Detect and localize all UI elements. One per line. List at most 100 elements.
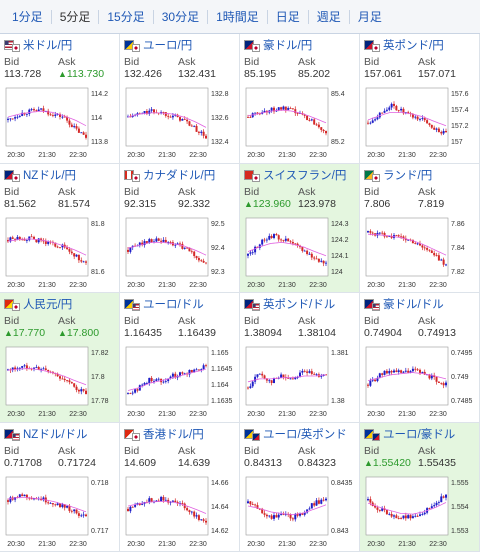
x-tick-label: 21:30 [158, 411, 176, 418]
candle-body [385, 235, 388, 237]
gb-flag-icon [252, 432, 260, 441]
candle-body [383, 232, 386, 236]
currency-pair-link[interactable]: NZドル/円 [23, 169, 77, 182]
candle-body [404, 515, 407, 518]
x-tick-label: 20:30 [247, 541, 265, 548]
tab-1hour[interactable]: 1時間足 [208, 9, 268, 24]
currency-pair-link[interactable]: 英ポンド/円 [383, 40, 444, 52]
candle-body [268, 515, 271, 516]
currency-pair-link[interactable]: スイスフラン/円 [263, 169, 347, 182]
candle-body [167, 378, 170, 382]
candle-body [188, 509, 191, 512]
rate-panel[interactable]: スイスフラン/円BidAsk123.960123.978124.3124.212… [240, 163, 360, 293]
bid-label: Bid [244, 315, 260, 327]
candle-body [77, 128, 80, 133]
candle-body [419, 513, 421, 516]
candle-body [174, 373, 177, 378]
candlestick-chart: 14.66 14.64 14.62 20:30 21:30 22:30 [125, 476, 229, 548]
y-tick-label: 0.8435 [331, 480, 353, 487]
candle-body [284, 238, 287, 241]
candle-body [54, 242, 57, 247]
rate-panel[interactable]: ユーロ/円 Bid Ask 132.426 132.431 132.8 132.6 132.4… [120, 34, 240, 164]
candle-body [7, 499, 9, 502]
quote-values: 132.426 132.431 [124, 68, 235, 81]
currency-pair-link[interactable]: ユーロ/円 [143, 40, 193, 52]
candle-body [419, 369, 421, 373]
rate-panel[interactable]: ランド/円 Bid Ask 7.806 7.819 7.86 7.84 7.82 20:30 21… [360, 163, 480, 293]
tab-1min[interactable]: 1分足 [4, 9, 52, 24]
y-tick-label: 114 [91, 115, 102, 122]
quote-values: 14.609 14.639 [124, 457, 235, 470]
rate-panel[interactable]: 豪ドル/ドル Bid Ask 0.74904 0.74913 0.7495 0.749 0.7… [360, 293, 480, 423]
tab-15min[interactable]: 15分足 [99, 9, 154, 24]
candle-body [263, 512, 266, 515]
currency-pair-link[interactable]: 英ポンド/ドル [263, 299, 336, 311]
candle-body [371, 502, 374, 506]
currency-pair-link[interactable]: 香港ドル/円 [143, 428, 204, 441]
x-tick-label: 20:30 [367, 152, 385, 159]
rate-panel[interactable]: NZドル/ドル Bid Ask 0.71708 0.71724 0.718 0.717 20:… [0, 422, 120, 552]
currency-pair-link[interactable]: 豪ドル/ドル [383, 299, 444, 311]
candle-body [258, 508, 261, 510]
tab-weekly[interactable]: 週足 [309, 9, 350, 24]
rate-panel[interactable]: ユーロ/豪ドルBidAsk1.554201.554351.5551.5541.5… [360, 422, 480, 552]
candle-body [261, 508, 264, 513]
tab-30min[interactable]: 30分足 [154, 9, 209, 24]
rate-panel[interactable]: 香港ドル/円 Bid Ask 14.609 14.639 14.66 14.64 14.62 2… [120, 422, 240, 552]
currency-pair-link[interactable]: ランド/円 [383, 169, 433, 182]
candle-body [284, 106, 287, 110]
tab-daily[interactable]: 日足 [268, 9, 309, 24]
rate-panel[interactable]: 豪ドル/円 Bid Ask 85.195 85.202 85.4 85.2 20:30 21:3… [240, 34, 360, 164]
candle-body [54, 114, 57, 116]
tab-5min[interactable]: 5分足 [52, 9, 100, 24]
candle-body [167, 499, 170, 503]
x-tick-label: 21:30 [38, 411, 56, 418]
candle-body [33, 236, 35, 239]
candle-body [430, 375, 433, 379]
x-tick-label: 22:30 [189, 411, 207, 418]
rate-panel[interactable]: ユーロ/ドル Bid Ask 1.16435 1.16439 1.165 1.1645 1.1… [120, 293, 240, 423]
rate-panel[interactable]: 英ポンド/円 Bid Ask 157.061 157.071 157.6 157.4 157.… [360, 34, 480, 164]
candle-body [59, 503, 61, 507]
currency-pair-link[interactable]: NZドル/ドル [23, 428, 88, 441]
candle-body [9, 118, 12, 120]
candle-body [263, 239, 266, 240]
panel-header: 英ポンド/円 [364, 37, 475, 53]
currency-pair-link[interactable]: 米ドル/円 [23, 40, 73, 52]
y-tick-label: 1.38 [331, 398, 345, 405]
candle-body [320, 260, 323, 262]
candle-body [80, 389, 83, 392]
rate-panel[interactable]: ユーロ/英ポンド Bid Ask 0.84313 0.84323 0.8435 0.843 2… [240, 422, 360, 552]
rate-panel[interactable]: カナダドル/円 Bid Ask 92.315 92.332 92.5 92.4 92.3 20:… [120, 163, 240, 293]
candle-body [63, 116, 66, 118]
candle-body [33, 367, 35, 370]
currency-pair-link[interactable]: 人民元/円 [23, 299, 73, 311]
ask-value: 7.819 [418, 197, 445, 210]
rate-panel[interactable]: NZドル/円 Bid Ask 81.562 81.574 81.8 81.6 20:30 21:… [0, 163, 120, 293]
y-tick-label: 1.1645 [211, 366, 233, 373]
candle-body [183, 373, 186, 375]
candle-body [197, 514, 200, 520]
currency-pair-link[interactable]: 豪ドル/円 [263, 40, 313, 52]
jp-flag-icon [252, 173, 260, 182]
rate-panel[interactable]: 英ポンド/ドル Bid Ask 1.38094 1.38104 1.381 1.38 20:3… [240, 293, 360, 423]
candle-body [18, 115, 21, 117]
candle-body [247, 500, 249, 503]
tab-monthly[interactable]: 月足 [357, 9, 382, 24]
candle-body [388, 235, 391, 237]
currency-pair-link[interactable]: ユーロ/豪ドル [383, 428, 456, 441]
candle-body [273, 233, 275, 238]
candle-body [56, 373, 59, 377]
candle-body [202, 131, 205, 136]
candle-body [174, 500, 177, 502]
candle-body [378, 373, 381, 378]
currency-pair-link[interactable]: ユーロ/英ポンド [263, 428, 347, 441]
currency-pair-link[interactable]: ユーロ/ドル [143, 299, 204, 311]
moving-average-line [7, 110, 87, 127]
candle-body [395, 105, 398, 111]
candle-body [435, 502, 438, 505]
currency-pair-link[interactable]: カナダドル/円 [143, 169, 216, 182]
